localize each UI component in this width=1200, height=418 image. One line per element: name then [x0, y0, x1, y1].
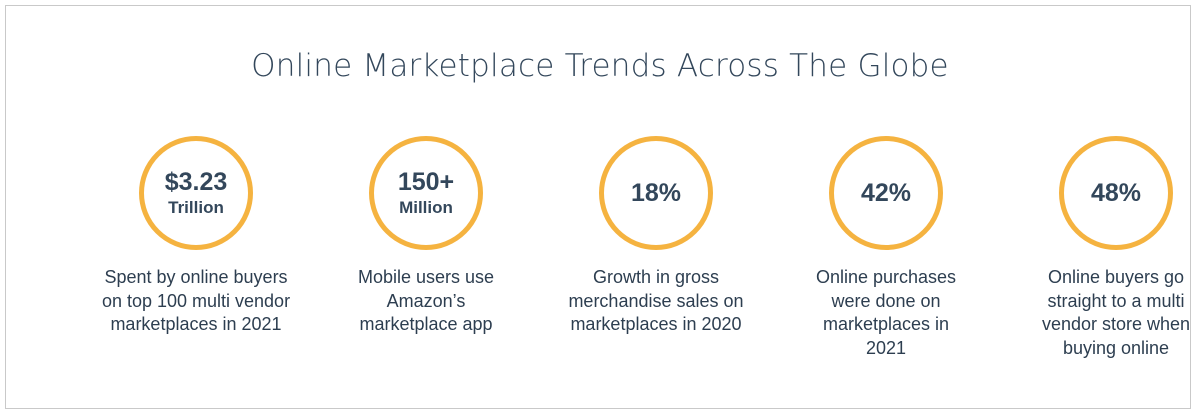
stat-value: 48%	[1090, 179, 1142, 207]
stat-circle: 18%	[599, 136, 713, 250]
stat-value: 42%	[860, 179, 912, 207]
stat-description: Growth in gross merchandise sales on mar…	[568, 267, 744, 334]
page-title: Online Marketplace Trends Across The Glo…	[251, 48, 949, 84]
stat-card-purchases: 42% Online purchases were done on market…	[771, 136, 1001, 360]
stat-circle: 150+ Million	[369, 136, 483, 250]
stat-unit: Trillion	[168, 198, 224, 217]
stat-circle: $3.23 Trillion	[139, 136, 253, 250]
stat-card-growth: 18% Growth in gross merchandise sales on…	[541, 136, 771, 337]
stat-description: Spent by online buyers on top 100 multi …	[101, 267, 291, 334]
stat-circle: 48%	[1059, 136, 1173, 250]
stat-card-mobile-users: 150+ Million Mobile users use Amazon’s m…	[311, 136, 541, 337]
stat-description: Online buyers go straight to a multi ven…	[1041, 267, 1191, 358]
stat-card-direct-buyers: 48% Online buyers go straight to a multi…	[1001, 136, 1200, 360]
stat-card-spend: $3.23 Trillion Spent by online buyers on…	[81, 136, 311, 337]
stat-circle: 42%	[829, 136, 943, 250]
stat-unit: Million	[399, 198, 453, 217]
stat-description: Online purchases were done on marketplac…	[815, 267, 957, 358]
stat-value: 150+	[397, 168, 455, 196]
stat-value: 18%	[630, 179, 682, 207]
stat-value: $3.23	[164, 168, 228, 196]
stat-description: Mobile users use Amazon’s marketplace ap…	[357, 267, 495, 334]
